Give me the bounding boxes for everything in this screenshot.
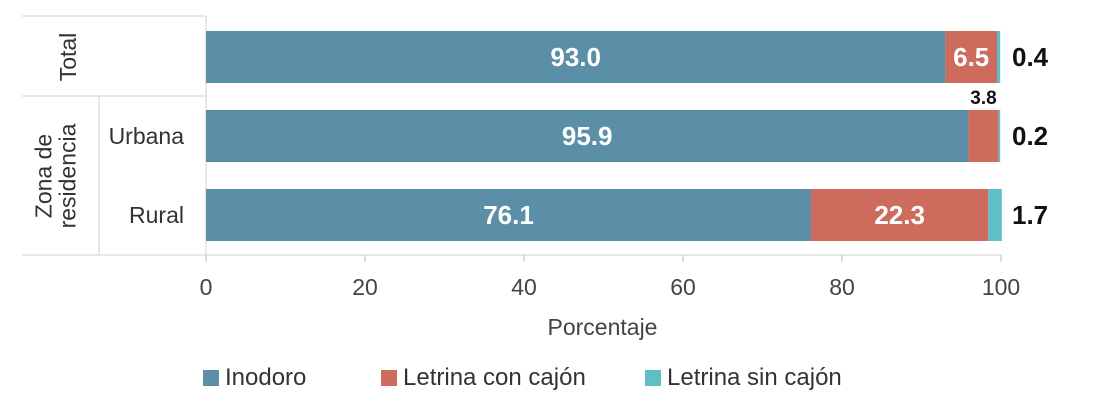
- legend: Inodoro Letrina con cajón Letrina sin ca…: [0, 364, 1101, 396]
- x-tick-label-100: 100: [982, 274, 1020, 300]
- legend-label: Letrina con cajón: [403, 364, 586, 391]
- legend-item-letrina-con-cajon: Letrina con cajón: [381, 364, 586, 392]
- group-label-zona-de-residencia: Zona deresidencia: [30, 123, 80, 228]
- x-tick-label-80: 80: [829, 274, 855, 300]
- bar-letrina-con-cajon-urbana: [968, 110, 999, 162]
- legend-item-inodoro: Inodoro: [203, 364, 306, 392]
- bar-letrina-sin-cajon-urbana: [998, 110, 1001, 162]
- data-label-letrina-sin-cajon-total: 0.4: [1012, 42, 1049, 72]
- x-tick-label-0: 0: [200, 274, 213, 300]
- bar-letrina-sin-cajon-total: [997, 31, 1001, 83]
- data-label-inodoro-total: 93.0: [550, 42, 601, 72]
- x-tick-label-40: 40: [511, 274, 537, 300]
- x-axis-title: Porcentaje: [548, 314, 658, 340]
- legend-label: Inodoro: [225, 364, 307, 391]
- group-label-line: Zona de: [30, 134, 56, 218]
- bar-letrina-con-cajon-total: [945, 31, 998, 83]
- x-tick-label-60: 60: [670, 274, 696, 300]
- data-label-letrina-sin-cajon-rural: 1.7: [1012, 200, 1048, 230]
- legend-swatch-inodoro: [203, 370, 219, 386]
- data-label-letrina-con-cajon-rural: 22.3: [874, 200, 925, 230]
- group-label-total: Total: [55, 33, 81, 82]
- x-tick-label-20: 20: [352, 274, 378, 300]
- bar-letrina-sin-cajon-rural: [988, 189, 1002, 241]
- data-label-letrina-con-cajon-total: 6.5: [953, 42, 989, 72]
- data-label-letrina-con-cajon-urbana: 3.8: [970, 88, 996, 109]
- data-labels: 93.0 6.5 0.4 95.9 3.8 0.2 76.1 22.3 1.7: [483, 42, 1048, 230]
- bar-inodoro-urbana: [206, 110, 969, 162]
- legend-item-letrina-sin-cajon: Letrina sin cajón: [645, 364, 842, 392]
- category-label-urbana: Urbana: [109, 123, 185, 149]
- bar-letrina-con-cajon-rural: [810, 189, 989, 241]
- data-label-inodoro-urbana: 95.9: [562, 121, 613, 151]
- row-group-labels: Total Zona deresidencia Urbana Rural: [30, 33, 184, 229]
- data-label-inodoro-rural: 76.1: [483, 200, 534, 230]
- group-label-line: residencia: [55, 123, 81, 228]
- legend-label: Letrina sin cajón: [667, 364, 842, 391]
- bar-inodoro-total: [206, 31, 946, 83]
- legend-swatch-letrina-sin-cajon: [645, 370, 661, 386]
- data-label-letrina-sin-cajon-urbana: 0.2: [1012, 121, 1048, 151]
- category-label-rural: Rural: [129, 202, 184, 228]
- bars: [206, 31, 1002, 241]
- x-axis: 0 20 40 60 80 100 Porcentaje: [200, 255, 1020, 340]
- bar-inodoro-rural: [206, 189, 811, 241]
- legend-swatch-letrina-con-cajon: [381, 370, 397, 386]
